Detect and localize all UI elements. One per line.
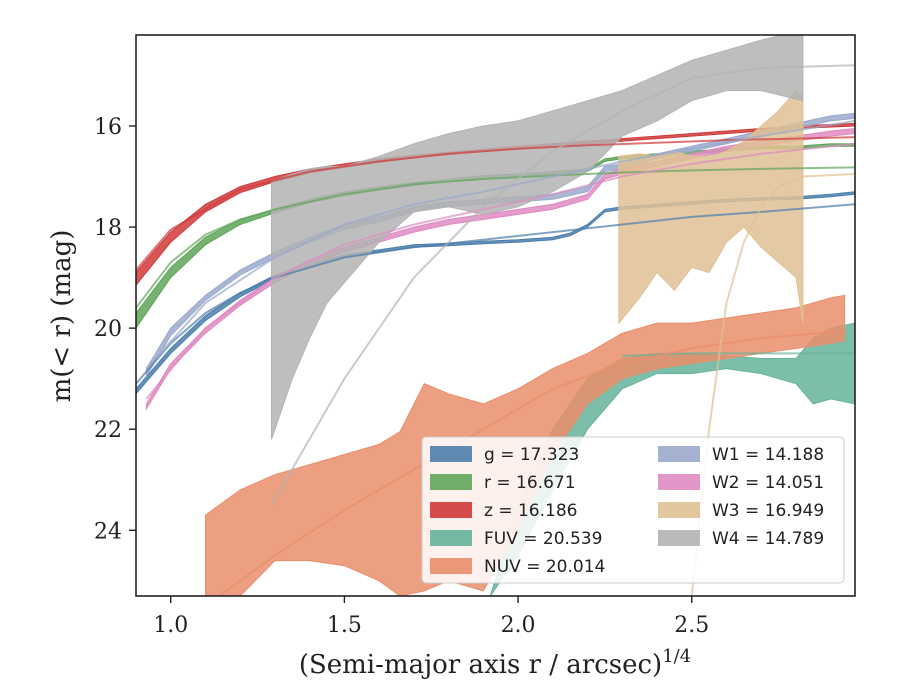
y-tick-label: 18 [94,216,122,241]
x-axis: 1.0 1.5 2.0 2.5 [153,596,709,638]
model-line-w1 [145,119,855,370]
model-lines-layer [136,64,855,596]
legend-label-z: z = 16.186 [484,501,577,521]
legend-swatch-fuv [430,530,472,546]
legend-swatch-w4 [658,530,700,546]
legend-label-r: r = 16.671 [484,473,576,493]
legend: g = 17.323 r = 16.671 z = 16.186 FUV = 20.5… [421,436,845,584]
y-axis: 16 18 20 22 24 [94,115,136,544]
legend-swatch-nuv [430,558,472,574]
model-line-g [136,203,855,385]
y-tick-label: 20 [94,317,122,342]
model-line-w2 [145,142,855,400]
band-w3 [618,89,804,325]
plot-frame [135,34,856,597]
legend-label-g: g = 17.323 [484,445,579,465]
x-axis-label: (Semi-major axis r / arcsec)1/4 [299,646,691,680]
x-tick-label: 1.5 [327,613,362,638]
legend-label-w4: W4 = 14.789 [712,529,824,549]
model-line-r [136,166,855,309]
x-tick-label: 2.5 [674,613,709,638]
y-tick-label: 24 [94,519,122,544]
legend-swatch-w2 [658,474,700,490]
x-tick-label: 2.0 [501,613,536,638]
legend-label-fuv: FUV = 20.539 [484,529,602,549]
legend-frame [421,436,845,584]
legend-label-w3: W3 = 16.949 [712,501,824,521]
legend-label-nuv: NUV = 20.014 [484,557,605,577]
y-tick-label: 16 [94,115,122,140]
legend-swatch-g [430,446,472,462]
x-axis-label-superscript: 1/4 [662,646,691,667]
model-line-w4 [270,64,855,506]
model-line-fuv [622,352,855,357]
model-line-w3 [690,173,855,596]
legend-swatch-w3 [658,502,700,518]
legend-label-w2: W2 = 14.051 [712,473,824,493]
band-w4 [271,35,804,440]
legend-swatch-r [430,474,472,490]
x-tick-label: 1.0 [153,613,188,638]
legend-swatch-z [430,502,472,518]
legend-swatch-w1 [658,446,700,462]
y-tick-label: 22 [94,418,122,443]
model-line-nuv [217,329,845,596]
y-axis-label: m(< r) (mag) [47,230,77,403]
legend-label-w1: W1 = 14.188 [712,445,824,465]
